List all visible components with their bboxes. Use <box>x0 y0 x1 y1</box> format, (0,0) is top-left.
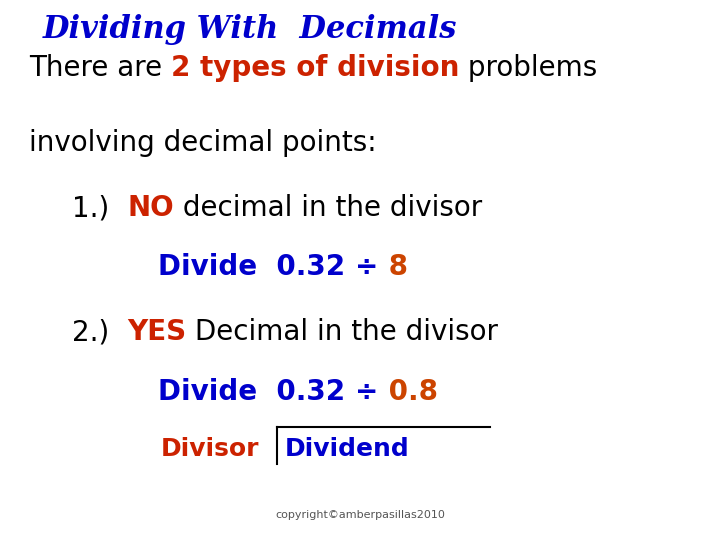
Text: NO: NO <box>127 194 174 222</box>
Text: 2 types of division: 2 types of division <box>171 53 459 82</box>
Text: involving decimal points:: involving decimal points: <box>29 129 377 157</box>
Text: Decimal in the divisor: Decimal in the divisor <box>186 318 498 346</box>
Text: Dividing With  Decimals: Dividing With Decimals <box>43 14 458 45</box>
Text: Divide  0.32: Divide 0.32 <box>158 377 355 406</box>
Text: Divisor: Divisor <box>161 437 259 461</box>
Text: problems: problems <box>459 53 598 82</box>
Text: copyright©amberpasillas2010: copyright©amberpasillas2010 <box>275 510 445 521</box>
Text: 1.): 1.) <box>72 194 127 222</box>
Text: Dividend: Dividend <box>284 437 409 461</box>
Text: ÷: ÷ <box>355 253 379 281</box>
Text: Divide  0.32: Divide 0.32 <box>158 253 355 281</box>
Text: YES: YES <box>127 318 186 346</box>
Text: 2.): 2.) <box>72 318 127 346</box>
Text: 0.8: 0.8 <box>379 377 438 406</box>
Text: ÷: ÷ <box>355 377 379 406</box>
Text: decimal in the divisor: decimal in the divisor <box>174 194 482 222</box>
Text: 8: 8 <box>379 253 408 281</box>
Text: There are: There are <box>29 53 171 82</box>
